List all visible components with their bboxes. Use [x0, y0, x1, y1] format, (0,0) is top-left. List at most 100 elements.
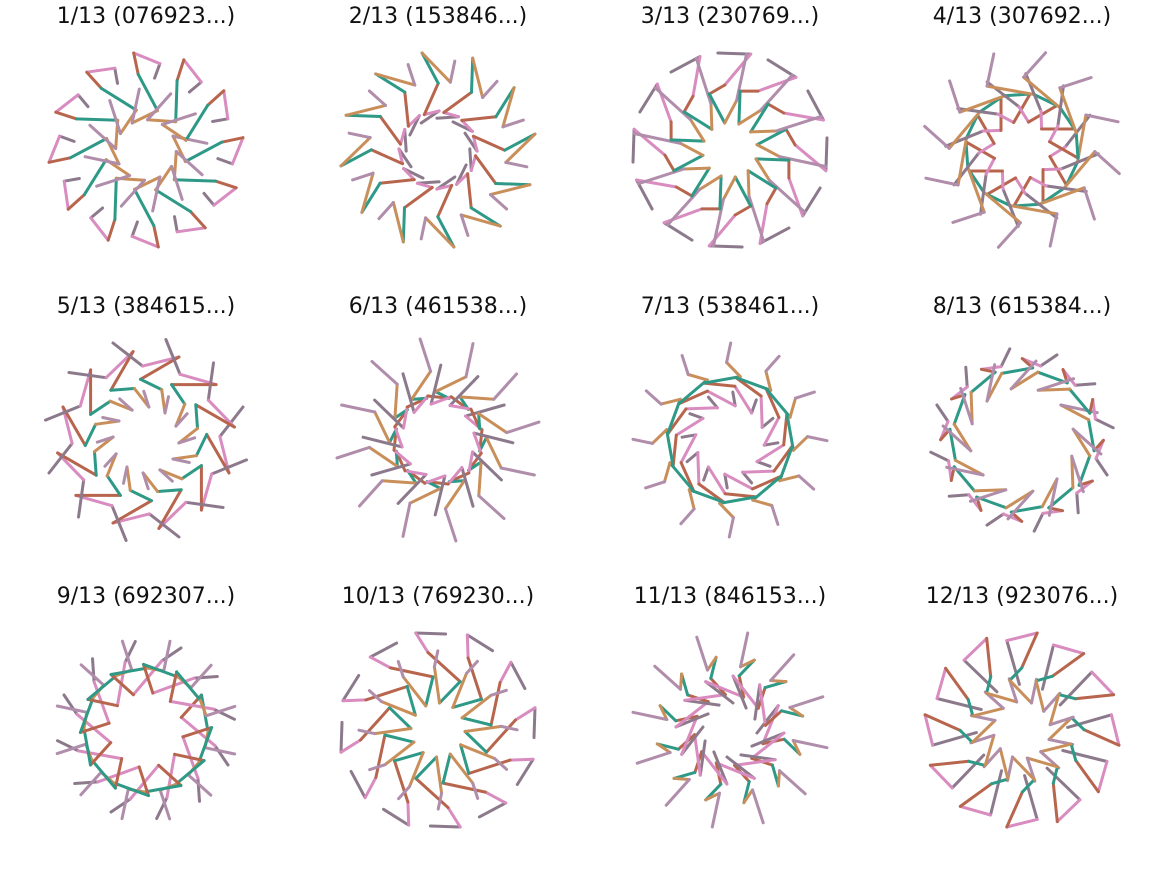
rosette-segment: [962, 658, 999, 694]
rosette-segment: [1069, 742, 1078, 762]
rosette-segment: [966, 165, 986, 214]
rosette-segment: [374, 72, 407, 94]
rosette-segment: [489, 688, 508, 697]
rosette-segment: [983, 733, 996, 767]
rosette-segment: [768, 178, 807, 214]
rosette-segment: [1012, 92, 1032, 124]
rosette-segment: [170, 164, 184, 201]
rosette-segment: [139, 355, 181, 381]
rosette-segment: [382, 807, 411, 827]
rosette-segment: [467, 450, 474, 475]
rosette-segment: [402, 405, 409, 430]
rosette-segment: [759, 394, 764, 429]
rosette-segment: [403, 186, 434, 210]
rosette-segment: [401, 501, 412, 538]
rosette-segment: [700, 750, 729, 786]
rosette-segment: [446, 466, 464, 486]
rosette-segment: [109, 387, 136, 392]
rosette-segment: [680, 433, 698, 439]
rosette-segment: [770, 504, 780, 526]
rosette-segment: [426, 651, 462, 684]
rosette-segment: [947, 493, 971, 498]
rosette-segment: [1082, 728, 1121, 747]
rosette-segment: [189, 210, 207, 230]
rosette-segment: [174, 759, 206, 786]
rosette-segment: [119, 178, 146, 208]
rosette-segment: [674, 416, 705, 437]
rosette-segment: [465, 659, 479, 675]
rosette-segment: [442, 111, 460, 119]
rosette-segment: [429, 395, 453, 406]
rosette-segment: [448, 404, 473, 411]
rosette-segment: [406, 114, 421, 128]
rosette-segment: [89, 741, 113, 767]
rosette-segment: [1005, 817, 1039, 829]
rosette-segment: [47, 156, 72, 164]
rosette-segment: [373, 410, 392, 444]
rosette-segment: [83, 155, 121, 166]
rosette-segment: [222, 89, 230, 121]
rosette-segment: [78, 721, 111, 734]
rosette-segment: [1093, 417, 1115, 430]
rosette-segment: [154, 188, 193, 214]
rosette-segment: [679, 672, 684, 691]
rosette-segment: [1074, 759, 1100, 794]
digit-rosette-diagram: [923, 631, 1121, 829]
rosette-segment: [794, 390, 816, 400]
rosette-segment: [1008, 678, 1033, 705]
rosette-segment: [970, 719, 997, 744]
rosette-segment: [1058, 76, 1093, 90]
digit-rosette-diagram: [631, 631, 829, 829]
rosette-segment: [1045, 766, 1082, 802]
rosette-segment: [137, 765, 150, 798]
rosette-segment: [160, 112, 197, 126]
rosette-segment: [173, 215, 179, 234]
rosette-segment: [747, 194, 766, 244]
rosette-segment: [130, 220, 139, 238]
rosette-segment: [477, 460, 483, 498]
rosette-segment: [396, 473, 428, 505]
rosette-segment: [423, 474, 447, 485]
rosette-segment: [79, 770, 103, 797]
rosette-segment: [429, 363, 443, 406]
rosette-segment: [733, 758, 777, 767]
rosette-segment: [370, 462, 412, 477]
rosette-segment: [1009, 359, 1038, 391]
rosette-segment: [504, 160, 529, 169]
rosette-segment: [187, 80, 203, 94]
rosette-segment: [401, 675, 428, 708]
rosette-segment: [158, 788, 172, 821]
rosette-segment: [113, 757, 124, 790]
rosette-segment: [211, 117, 230, 123]
rosette-segment: [674, 712, 710, 729]
rosette-segment: [710, 791, 721, 829]
rosette-segment: [733, 175, 753, 208]
rosette-segment: [401, 372, 416, 414]
pattern-panel: 5/13 (384615...): [0, 290, 292, 580]
rosette-segment: [142, 662, 155, 695]
rosette-segment: [177, 436, 197, 445]
rosette-segment: [466, 656, 483, 701]
rosette-segment: [459, 213, 470, 237]
rosette-segment: [78, 696, 95, 734]
rosette-segment: [704, 791, 721, 802]
rosette-segment: [962, 636, 989, 662]
rosette-segment: [709, 102, 714, 131]
rosette-segment: [1051, 652, 1086, 678]
rosette-segment: [999, 347, 1012, 369]
rosette-segment: [1084, 113, 1120, 124]
rosette-segment: [393, 425, 404, 449]
rosette-segment: [1048, 140, 1080, 160]
rosette-segment: [690, 166, 711, 198]
rosette-segment: [79, 663, 106, 687]
rosette-segment: [696, 451, 701, 486]
rosette-segment: [958, 728, 974, 744]
rosette-segment: [477, 494, 506, 520]
rosette-segment: [403, 469, 428, 476]
rosette-segment: [420, 51, 452, 84]
rosette-segment: [1048, 155, 1068, 187]
rosette-segment: [1057, 693, 1077, 701]
rosette-segment: [996, 112, 1016, 124]
rosette-segment: [706, 465, 727, 496]
rosette-segment: [788, 706, 805, 718]
